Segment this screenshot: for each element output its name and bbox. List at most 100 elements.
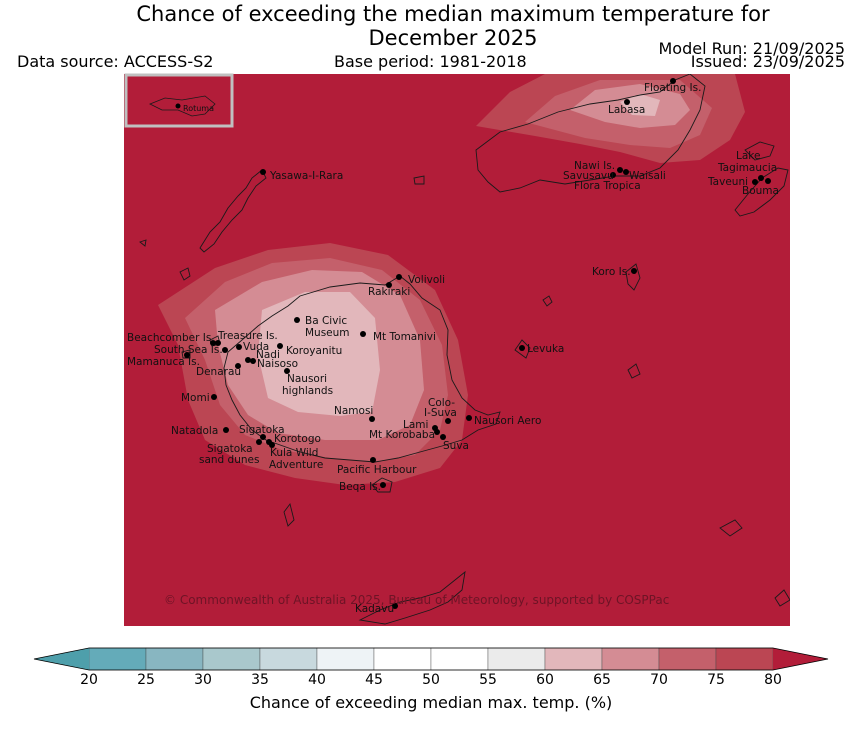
qamea-coast	[744, 141, 775, 161]
yasawa-islet-1	[179, 267, 191, 281]
marker-nadi	[245, 357, 251, 363]
label-beqa: Beqa Is.	[339, 481, 381, 493]
label-yasawa: Yasawa-I-Rara	[269, 170, 343, 182]
label-treasure: Treasure Is.	[217, 330, 278, 342]
page-title: Chance of exceeding the median maximum t…	[0, 2, 862, 50]
label-nadi: Nadi	[256, 349, 280, 361]
probability-contours	[158, 74, 745, 485]
label-korotogo: Korotogo	[274, 433, 321, 445]
label-beachcomber: Beachcomber Is.	[127, 332, 215, 344]
label-flora-tropica: Flora Tropica	[574, 180, 641, 192]
place-markers	[184, 78, 771, 609]
colorbar-tick-label: 55	[479, 672, 497, 688]
yasawa-coast	[199, 169, 267, 253]
base-period-label: Base period: 1981-2018	[334, 52, 527, 71]
label-lami: Lami	[403, 419, 428, 431]
label-adventure: Adventure	[269, 459, 323, 471]
marker-tagimaucia	[758, 175, 764, 181]
colorbar-tick-label: 20	[80, 672, 98, 688]
label-nawi: Nawi Is.	[574, 160, 615, 172]
issued-label: Issued: 23/09/2025	[690, 52, 845, 71]
label-suva: Suva	[443, 440, 469, 452]
marker-floating-is	[670, 78, 676, 84]
lomaiviti-islet	[413, 175, 425, 185]
place-labels: Floating Is. Labasa Yasawa-I-Rara Nawi I…	[127, 82, 779, 615]
colorbar-tick-label: 75	[707, 672, 725, 688]
nairai-coast	[542, 295, 553, 307]
copyright-note: © Commonwealth of Australia 2025, Bureau…	[164, 593, 669, 607]
yasawa-islet-2	[139, 239, 147, 247]
marker-mt-korobaba	[434, 429, 440, 435]
inset-frame	[124, 73, 234, 128]
model-run-label: Model Run: 21/09/2025	[658, 39, 846, 58]
label-sigatoka: Sigatoka	[239, 424, 285, 436]
taveuni-coast	[734, 167, 789, 217]
marker-volivoli	[396, 274, 402, 280]
colorbar-outline	[33, 647, 829, 671]
inset-rotuma: Rotuma	[124, 73, 234, 128]
label-taveuni: Taveuni	[707, 176, 748, 188]
marker-ba-museum	[294, 317, 300, 323]
label-nausori-aero: Nausori Aero	[474, 415, 541, 427]
label-sand-dunes: sand dunes	[199, 454, 259, 466]
label-natadola: Natadola	[171, 425, 218, 437]
marker-kadavu	[392, 603, 398, 609]
colorbar-cell	[145, 647, 204, 671]
label-lake: Lake	[736, 150, 760, 162]
marker-pacific-harbour	[370, 457, 376, 463]
marker-momi	[211, 394, 217, 400]
marker-vuda	[236, 344, 242, 350]
label-colo: Colo-	[428, 397, 455, 409]
coastlines	[139, 74, 790, 625]
marker-suva	[440, 434, 446, 440]
label-highlands: highlands	[282, 385, 333, 397]
colorbar-cell	[658, 647, 717, 671]
rotuma-marker	[175, 103, 181, 109]
label-mt-tomanivi: Mt Tomanivi	[373, 331, 436, 343]
label-tagimaucia: Tagimaucia	[717, 162, 777, 174]
colorbar-tick-label: 40	[308, 672, 326, 688]
colorbar-tick-label: 25	[137, 672, 155, 688]
label-rakiraki: Rakiraki	[368, 286, 410, 298]
colorbar-cell	[487, 647, 546, 671]
southern-islet-2	[719, 519, 743, 537]
colorbar-cell	[715, 647, 774, 671]
marker-treasure	[215, 340, 221, 346]
label-naisoso: Naisoso	[257, 358, 298, 370]
marker-south-sea	[222, 347, 228, 353]
marker-yasawa	[260, 169, 266, 175]
southern-islet-3	[774, 589, 790, 607]
marker-waisali	[623, 169, 629, 175]
colorbar-tick-label: 80	[764, 672, 782, 688]
colorbar-cell	[259, 647, 318, 671]
marker-namosi	[369, 416, 375, 422]
label-koro: Koro Is.	[592, 266, 631, 278]
vanua-levu-coast	[475, 74, 706, 193]
inset-label: Rotuma	[183, 104, 214, 113]
data-source-label: Data source: ACCESS-S2	[17, 52, 214, 71]
marker-taveuni	[752, 179, 758, 185]
label-volivoli: Volivoli	[408, 274, 445, 286]
marker-sigatoka-dunes	[256, 439, 262, 445]
rotuma-coast	[149, 95, 216, 117]
marker-nausori-aero	[466, 415, 472, 421]
marker-nausori-highlands	[284, 368, 290, 374]
marker-bouma	[765, 178, 771, 184]
label-levuka: Levuka	[527, 343, 564, 355]
colorbar-tick-label: 60	[536, 672, 554, 688]
mamanuca-islet-2	[181, 349, 191, 359]
label-koroyanitu: Koroyanitu	[286, 345, 342, 357]
label-labasa: Labasa	[608, 104, 645, 116]
title-line-1: Chance of exceeding the median maximum t…	[136, 2, 770, 26]
label-savusavu: Savusavu	[563, 170, 614, 182]
colorbar-tick-label: 45	[365, 672, 383, 688]
colorbar-tick-label: 30	[194, 672, 212, 688]
southern-islet-1	[283, 502, 295, 527]
kadavu-coast	[358, 570, 466, 625]
colorbar-cell	[544, 647, 603, 671]
marker-labasa	[624, 99, 630, 105]
colorbar-over-arrow	[773, 648, 828, 670]
label-sigatoka-2: Sigatoka	[207, 443, 253, 455]
label-museum: Museum	[305, 327, 350, 339]
label-pacific-harbour: Pacific Harbour	[337, 464, 417, 476]
